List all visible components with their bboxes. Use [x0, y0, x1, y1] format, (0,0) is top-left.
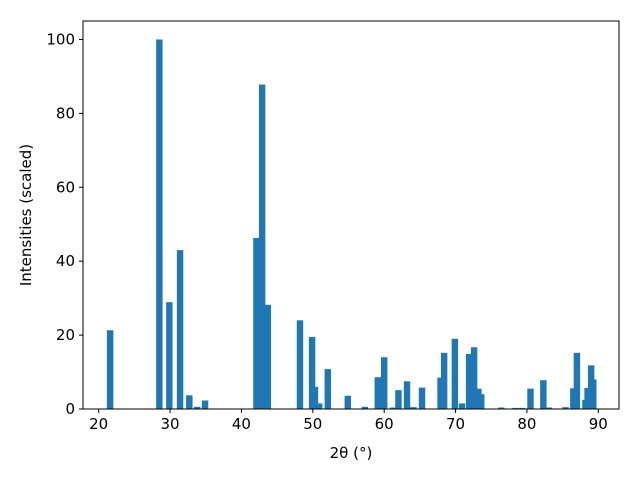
bar	[344, 395, 351, 409]
bar	[193, 406, 201, 409]
bar	[264, 304, 272, 409]
bar	[498, 407, 505, 409]
bar	[253, 237, 260, 409]
bar	[106, 330, 114, 409]
x-axis-label: 2θ (°)	[330, 444, 373, 462]
y-tick-label: 60	[56, 178, 75, 196]
bar	[584, 387, 591, 409]
y-tick-label: 100	[46, 30, 75, 48]
bar	[403, 381, 411, 409]
bar	[410, 407, 417, 409]
bar	[518, 407, 526, 409]
bar	[201, 400, 209, 409]
x-tick-label: 40	[232, 415, 251, 433]
bar	[418, 387, 426, 409]
bar	[451, 338, 459, 409]
bar	[545, 407, 553, 409]
x-tick-label: 50	[303, 415, 322, 433]
x-tick-label: 20	[89, 415, 108, 433]
bar	[361, 406, 369, 409]
bar	[465, 353, 473, 409]
bar	[258, 84, 266, 409]
x-tick-label: 80	[517, 415, 536, 433]
bar	[527, 388, 534, 409]
bar	[478, 394, 485, 409]
bar	[308, 336, 316, 409]
bar	[311, 386, 319, 409]
x-tick-label: 70	[446, 415, 465, 433]
bar	[156, 39, 163, 409]
bar	[296, 320, 304, 409]
bar	[437, 377, 444, 409]
y-tick-label: 0	[65, 400, 75, 418]
y-tick-label: 20	[56, 326, 75, 344]
bar	[374, 377, 381, 409]
bar	[512, 407, 519, 409]
bar	[395, 390, 402, 409]
bar	[562, 407, 569, 409]
bar	[390, 407, 397, 409]
bar	[458, 403, 466, 409]
bar	[540, 380, 547, 409]
plot-frame	[82, 20, 620, 410]
bar	[570, 388, 577, 409]
y-axis-label: Intensities (scaled)	[17, 144, 35, 286]
x-tick-label: 60	[375, 415, 394, 433]
bar	[316, 403, 323, 409]
x-tick-label: 30	[161, 415, 180, 433]
y-tick-label: 40	[56, 252, 75, 270]
bar	[573, 352, 581, 409]
bar	[380, 357, 388, 409]
bar	[324, 369, 332, 409]
bar	[590, 379, 597, 409]
bar	[166, 302, 173, 409]
bar	[176, 250, 184, 409]
bar	[440, 352, 448, 409]
y-tick-label: 80	[56, 104, 75, 122]
bar	[186, 395, 193, 409]
bar	[470, 347, 478, 409]
x-tick-label: 90	[589, 415, 608, 433]
